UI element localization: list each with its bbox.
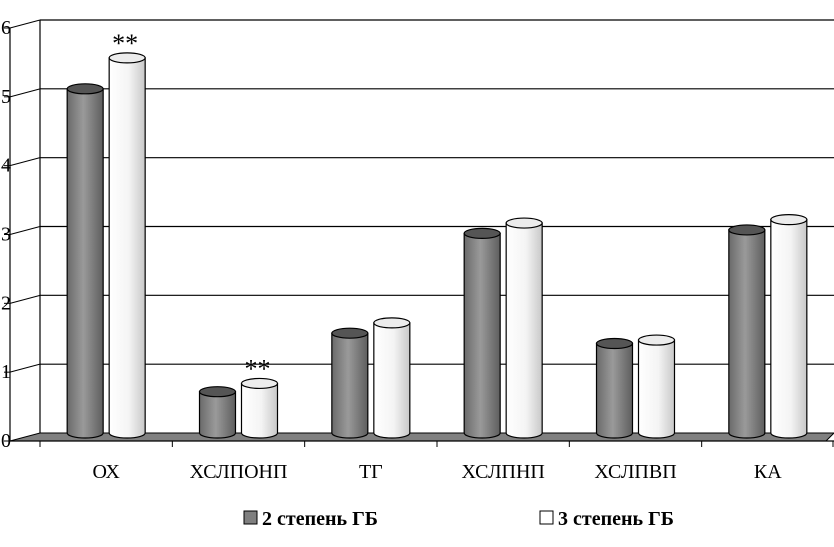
significance-marker: ** [245, 354, 271, 383]
x-tick-label: ХСЛПВП [594, 461, 676, 483]
y-tick-label: 6 [1, 17, 11, 39]
bar-body [373, 322, 411, 439]
significance-marker: ** [112, 29, 138, 58]
legend-label: 2 степень ГБ [262, 508, 378, 530]
gridline-depth [9, 19, 41, 29]
gridline-depth [9, 363, 41, 373]
legend-item: 3 степень ГБ [539, 508, 674, 530]
legend-label: 3 степень ГБ [558, 508, 674, 530]
x-tick-label: ХСЛПНП [461, 461, 544, 483]
bar-top [637, 334, 676, 346]
x-tick-label: КА [754, 461, 782, 483]
bar-body [728, 229, 766, 439]
bar [331, 327, 369, 439]
bar-body [240, 382, 279, 439]
bar-top [240, 377, 279, 390]
bar-top [728, 224, 766, 236]
legend-swatch [539, 510, 554, 525]
bar [505, 217, 543, 439]
bar-top [595, 337, 634, 350]
y-tick-label: 1 [1, 361, 11, 383]
bar [770, 214, 808, 439]
bar-top [373, 317, 411, 329]
bar [66, 83, 104, 439]
y-tick-label: 0 [1, 430, 11, 452]
y-tick-label: 5 [1, 86, 11, 108]
bar-body [637, 339, 676, 439]
bar-body [66, 88, 104, 439]
gridline-depth [9, 294, 41, 304]
bar-body [770, 219, 808, 439]
x-tick-label: ХСЛПОНП [190, 461, 288, 483]
bar [637, 334, 676, 439]
gridline-depth [9, 226, 41, 235]
bar [595, 337, 634, 439]
bar-body [108, 57, 146, 439]
bar [198, 386, 237, 439]
gridline-depth [9, 157, 41, 167]
y-tick-label: 3 [1, 224, 11, 246]
bar-top [198, 386, 237, 398]
bar-body [463, 232, 501, 439]
gridline-depth [9, 88, 41, 98]
bar [373, 317, 411, 439]
bar-body [198, 391, 237, 439]
bar-body [595, 342, 634, 439]
y-tick-label: 2 [1, 292, 11, 314]
bar [108, 52, 146, 439]
bar-top [505, 217, 543, 229]
bar-top [108, 52, 146, 64]
bar-top [331, 327, 369, 339]
bar-top [770, 214, 808, 226]
x-tick-label: ОХ [93, 461, 121, 483]
y-tick-label: 4 [1, 155, 11, 177]
bar [728, 224, 766, 439]
bar-top [66, 83, 104, 95]
bar [240, 377, 279, 439]
legend-item: 2 степень ГБ [243, 508, 378, 530]
legend-swatch [243, 510, 258, 525]
bar-top [463, 227, 501, 239]
x-tick-label: ТГ [359, 461, 383, 483]
bar-body [331, 332, 369, 439]
bar [463, 227, 501, 439]
bar-body [505, 222, 543, 439]
